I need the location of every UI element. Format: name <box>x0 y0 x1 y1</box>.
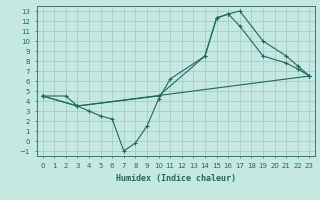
X-axis label: Humidex (Indice chaleur): Humidex (Indice chaleur) <box>116 174 236 184</box>
